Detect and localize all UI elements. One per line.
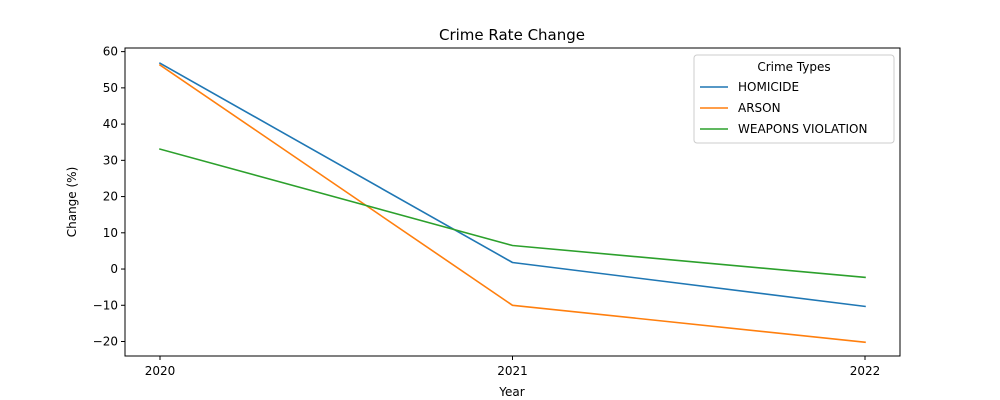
y-tick-label: −20 — [93, 335, 118, 349]
x-tick-label: 2020 — [145, 364, 176, 378]
series-line-arson — [158, 63, 866, 344]
legend-box — [693, 54, 895, 144]
y-tick-label: 10 — [103, 226, 118, 240]
y-tick-label: 0 — [110, 262, 118, 276]
legend-entry: WEAPONS VIOLATION — [738, 122, 867, 136]
legend-items: HOMICIDE ARSON WEAPONS VIOLATION — [700, 80, 867, 136]
y-axis-ticks: −20 −10 0 10 20 30 40 50 60 — [93, 45, 125, 349]
y-tick-label: 30 — [103, 153, 118, 167]
x-tick-label: 2022 — [850, 364, 881, 378]
legend-title: Crime Types — [757, 60, 830, 74]
legend: Crime Types HOMICIDE ARSON WEAPONS VIOLATI… — [693, 54, 895, 144]
y-tick-label: −10 — [93, 298, 118, 312]
legend-entry: HOMICIDE — [738, 80, 799, 94]
legend-entry: ARSON — [738, 101, 781, 115]
x-axis-ticks: 2020 2021 2022 — [145, 356, 881, 378]
y-tick-label: 40 — [103, 117, 118, 131]
series-line-homicide — [158, 62, 866, 308]
y-tick-label: 60 — [103, 45, 118, 59]
y-tick-label: 50 — [103, 81, 118, 95]
x-axis-label: Year — [498, 385, 524, 399]
series-line-weapons-violation — [159, 148, 866, 279]
chart-title: Crime Rate Change — [439, 26, 585, 44]
y-axis-label: Change (%) — [65, 167, 79, 238]
plot-lines — [158, 62, 866, 344]
y-tick-label: 20 — [103, 190, 118, 204]
x-tick-label: 2021 — [497, 364, 528, 378]
